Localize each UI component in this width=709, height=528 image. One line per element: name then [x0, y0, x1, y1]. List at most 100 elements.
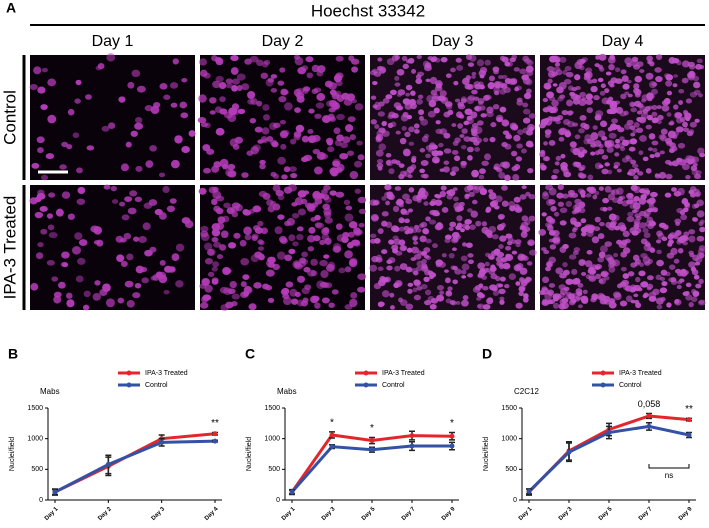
nucleus — [469, 136, 478, 143]
nucleus — [543, 82, 552, 90]
nucleus — [143, 202, 153, 209]
nucleus — [262, 104, 270, 111]
nucleus — [572, 226, 579, 231]
nucleus — [349, 170, 359, 180]
nucleus — [252, 205, 262, 213]
nucleus — [413, 123, 420, 129]
nucleus — [310, 270, 318, 277]
nucleus — [231, 85, 238, 92]
nucleus — [233, 232, 241, 239]
nucleus — [169, 198, 177, 204]
nucleus — [655, 274, 662, 281]
nucleus — [158, 172, 166, 178]
nucleus — [690, 296, 698, 303]
nucleus — [556, 192, 564, 199]
nucleus — [671, 160, 680, 167]
micrograph — [29, 53, 196, 181]
nucleus — [329, 190, 337, 196]
nucleus — [551, 237, 560, 244]
nucleus — [511, 250, 518, 255]
nucleus — [568, 254, 577, 260]
nucleus — [434, 57, 441, 63]
nucleus — [554, 161, 560, 166]
nucleus — [692, 162, 698, 167]
nucleus — [546, 66, 555, 73]
nucleus — [554, 211, 560, 217]
nucleus — [248, 303, 257, 311]
nucleus — [296, 226, 304, 232]
nucleus — [673, 234, 679, 240]
nucleus — [452, 279, 458, 285]
nucleus — [590, 297, 597, 303]
chart-subtitle: C2C12 — [514, 387, 539, 396]
nucleus — [402, 193, 410, 200]
nucleus — [584, 134, 592, 141]
nucleus — [565, 200, 573, 208]
nucleus — [613, 214, 620, 221]
nucleus — [548, 218, 556, 225]
nucleus — [184, 220, 194, 229]
nucleus — [226, 83, 234, 89]
nucleus — [484, 94, 492, 100]
nucleus — [125, 141, 132, 148]
nucleus — [257, 239, 264, 245]
nucleus — [231, 293, 240, 300]
nucleus — [172, 58, 179, 65]
nucleus — [574, 74, 581, 81]
nucleus — [667, 233, 674, 240]
nucleus — [488, 192, 497, 200]
nucleus — [643, 292, 649, 298]
nucleus — [94, 280, 101, 286]
nucleus — [434, 223, 443, 231]
nucleus — [513, 203, 520, 210]
nucleus — [132, 292, 141, 299]
nucleus — [296, 95, 305, 103]
nucleus — [77, 186, 86, 194]
nucleus — [405, 92, 411, 97]
nucleus — [204, 284, 213, 293]
nucleus — [377, 266, 384, 271]
nucleus — [250, 98, 258, 105]
nucleus — [622, 247, 631, 254]
nucleus — [647, 105, 654, 110]
nucleus — [39, 205, 48, 212]
nucleus — [565, 71, 574, 78]
nucleus — [249, 118, 257, 124]
nucleus — [420, 173, 427, 179]
nucleus — [675, 126, 684, 133]
nucleus — [412, 287, 418, 293]
nucleus — [219, 158, 229, 168]
nucleus — [598, 278, 604, 284]
nucleus — [484, 153, 492, 161]
nucleus — [648, 295, 657, 302]
nucleus — [203, 242, 213, 251]
nucleus — [212, 190, 222, 200]
nucleus — [95, 65, 102, 71]
nucleus — [652, 207, 658, 213]
nucleus — [651, 140, 659, 146]
nucleus — [462, 77, 470, 86]
nucleus — [502, 161, 511, 169]
nucleus — [61, 191, 71, 199]
nucleus — [646, 92, 654, 100]
nucleus — [307, 234, 316, 243]
nucleus — [315, 222, 325, 229]
nucleus — [682, 121, 688, 128]
nucleus — [579, 91, 586, 98]
nucleus — [288, 166, 297, 172]
nucleus — [335, 223, 343, 230]
nucleus — [231, 78, 240, 85]
nucleus — [399, 245, 408, 252]
nucleus — [443, 160, 450, 165]
nucleus — [519, 225, 525, 231]
nucleus — [522, 102, 529, 108]
nucleus — [237, 108, 246, 115]
nucleus — [578, 259, 586, 267]
data-point — [212, 438, 218, 444]
nucleus — [614, 143, 620, 149]
nucleus — [633, 196, 640, 202]
nucleus — [370, 213, 379, 221]
nucleus — [477, 98, 485, 104]
nucleus — [542, 276, 550, 284]
